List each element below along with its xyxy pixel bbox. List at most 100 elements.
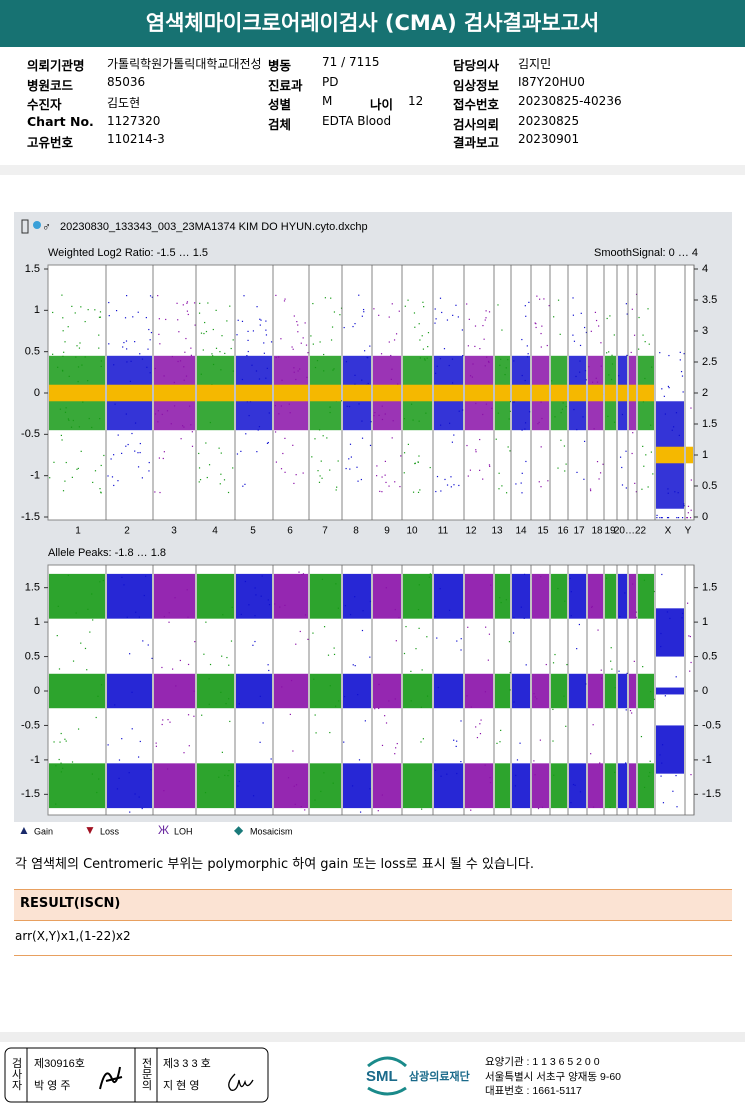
- allele-dot: [629, 709, 632, 712]
- allele-band: [605, 763, 616, 809]
- signal-dot: [63, 351, 65, 353]
- info-label: 병동: [268, 58, 292, 73]
- signal-dot: [482, 478, 484, 480]
- allele-dot: [688, 635, 690, 637]
- allele-dot: [167, 768, 169, 770]
- signal-dot: [631, 308, 633, 310]
- allele-dot: [344, 695, 346, 698]
- allele-dot: [403, 652, 406, 655]
- allele-dot: [552, 662, 555, 664]
- signal-dot: [466, 303, 468, 305]
- signal-dot: [390, 378, 392, 380]
- allele-dot: [344, 605, 346, 607]
- allele-band: [49, 573, 105, 619]
- allele-dot: [252, 644, 254, 646]
- signal-dot: [150, 331, 153, 334]
- signal-dot: [540, 401, 542, 403]
- signal-dot: [340, 400, 342, 402]
- signal-dot: [417, 491, 420, 493]
- signal-dot: [602, 463, 604, 465]
- signal-dot: [565, 405, 567, 408]
- allele-dot: [610, 647, 612, 649]
- signal-dot: [479, 469, 481, 471]
- allele-dot: [690, 661, 692, 664]
- signal-dot: [230, 347, 232, 350]
- signal-dot: [236, 453, 239, 455]
- allele-dot: [171, 668, 174, 670]
- org-name: 삼광의료재단: [409, 1069, 470, 1083]
- y2-tick-label: -1: [702, 754, 712, 766]
- signal-dot: [404, 305, 406, 307]
- allele-dot: [499, 741, 501, 743]
- signal-dot: [329, 411, 331, 414]
- signal-dot: [400, 455, 402, 457]
- chromosome-label: 19: [604, 526, 616, 537]
- allele-dot: [58, 758, 60, 761]
- signal-dot: [361, 379, 363, 381]
- signal-dot: [193, 302, 196, 304]
- chromosome-scatter: [512, 301, 531, 494]
- chromosome-scatter: [495, 304, 511, 494]
- allele-band: [569, 573, 586, 619]
- signal-dot: [324, 297, 326, 299]
- signal-dot: [284, 437, 286, 440]
- allele-dot: [476, 736, 479, 739]
- signal-dot: [147, 348, 149, 350]
- signal-dot: [651, 366, 653, 368]
- allele-dot: [395, 640, 397, 642]
- allele-dot: [281, 686, 283, 688]
- signal-dot: [314, 366, 317, 369]
- allele-dot: [541, 806, 544, 808]
- info-label: 병원코드: [27, 78, 74, 93]
- signal-dot: [380, 353, 383, 355]
- allele-dot: [187, 663, 190, 666]
- signal-dot: [251, 364, 253, 366]
- signal-dot: [211, 353, 213, 355]
- signal-dot: [453, 484, 455, 486]
- signal-dot: [190, 424, 192, 426]
- signal-dot: [137, 311, 139, 313]
- smooth-signal: [532, 384, 549, 402]
- allele-dot: [65, 740, 67, 742]
- signal-dot: [256, 306, 258, 308]
- allele-dot: [439, 588, 441, 590]
- signal-dot: [297, 370, 299, 372]
- signal-dot: [154, 367, 156, 370]
- allele-band: [373, 673, 401, 709]
- allele-dot: [231, 606, 233, 608]
- signal-dot: [414, 462, 416, 464]
- signal-dot: [388, 485, 390, 487]
- signal-dot: [535, 323, 537, 325]
- signal-dot: [606, 352, 608, 354]
- info-label: 진료과: [268, 78, 303, 93]
- signal-dot: [679, 359, 681, 361]
- allele-dot: [228, 769, 230, 772]
- signal-dot: [312, 302, 314, 305]
- signal-dot: [645, 454, 647, 456]
- signal-dot: [65, 461, 67, 464]
- chromosome-scatter: [532, 295, 550, 488]
- signal-dot: [67, 418, 69, 420]
- info-label: 담당의사: [453, 58, 500, 73]
- signal-dot: [507, 446, 509, 448]
- allele-dot: [489, 777, 491, 779]
- allele-dot: [460, 720, 462, 722]
- y2-tick-label: -0.5: [702, 719, 721, 731]
- signal-dot: [446, 484, 449, 486]
- signal-dot: [486, 356, 488, 358]
- allele-dot: [167, 719, 169, 721]
- signal-dot: [180, 438, 182, 440]
- signal-dot: [686, 517, 689, 519]
- signal-dot: [146, 366, 148, 368]
- signal-dot: [161, 413, 163, 416]
- allele-band: [512, 763, 530, 809]
- signal-dot: [441, 311, 443, 314]
- allele-dot: [362, 610, 364, 612]
- allele-dot: [687, 602, 689, 604]
- signal-dot: [292, 348, 294, 350]
- legend-symbol: Ж: [158, 823, 169, 837]
- signal-dot: [579, 371, 581, 373]
- allele-dot: [660, 775, 662, 777]
- allele-band: [274, 763, 308, 809]
- signal-dot: [283, 300, 286, 302]
